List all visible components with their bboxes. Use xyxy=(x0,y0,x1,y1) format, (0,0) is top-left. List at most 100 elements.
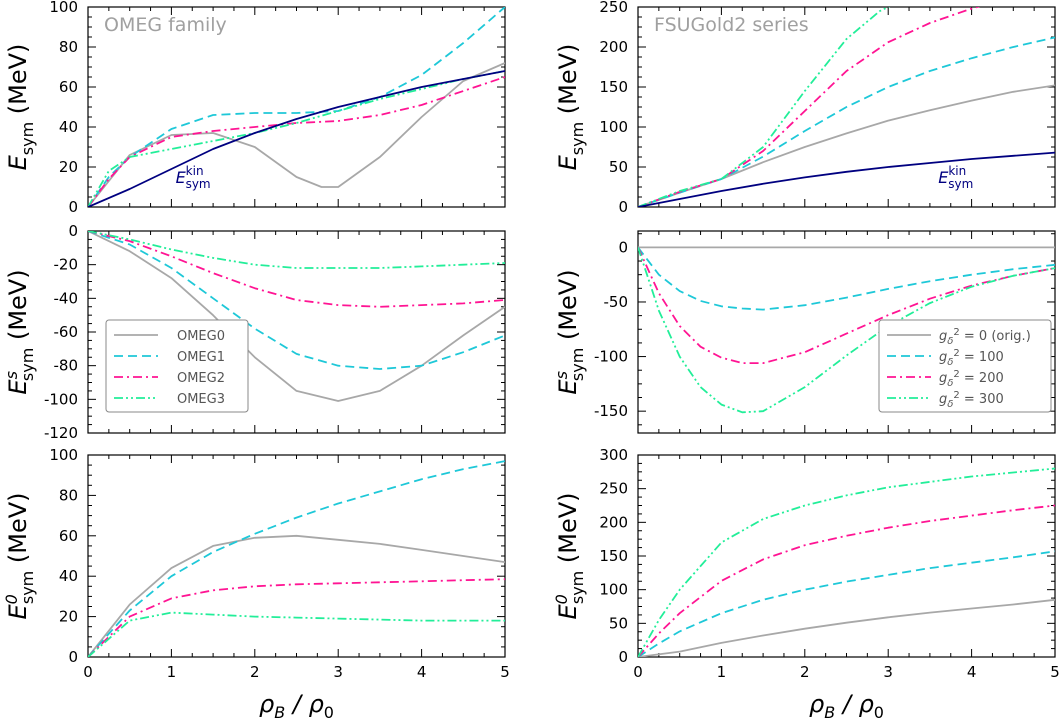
legend-delta: δ xyxy=(947,378,953,389)
x-axis-rho: ρ xyxy=(809,690,824,718)
legend-label: OMEG2 xyxy=(177,371,225,386)
y-axis-subscript: sym xyxy=(568,571,587,604)
series-OMEG3 xyxy=(88,611,505,657)
x-tick-label: 0 xyxy=(83,663,93,681)
y-axis-superscript: 0 xyxy=(2,594,21,604)
y-axis-title: Esym (MeV) xyxy=(554,44,587,171)
y-tick-label: 20 xyxy=(59,608,78,626)
y-axis-subscript: sym xyxy=(568,122,587,155)
y-tick-label: 50 xyxy=(609,158,628,176)
y-axis-symbol: E xyxy=(4,379,32,395)
x-axis-sub-0: 0 xyxy=(874,703,884,719)
series-OMEG2 xyxy=(88,76,505,207)
panel-p3: 0 50 100 150 200 250 Esym (MeV) FSUGold2 series… xyxy=(554,0,1056,216)
legend-g: g xyxy=(939,350,947,365)
series-OMEG1 xyxy=(88,231,505,370)
series-g=0 (orig.) xyxy=(638,84,1055,207)
y-axis-symbol: E xyxy=(554,604,582,620)
series-g=300 xyxy=(638,7,891,207)
x-axis-sub-b: B xyxy=(824,703,835,719)
x-tick-label: 4 xyxy=(417,663,427,681)
legend-squared: 2 xyxy=(953,369,959,380)
series-OMEG3 xyxy=(88,231,505,269)
panel-title: FSUGold2 series xyxy=(654,14,809,36)
x-tick-label: 3 xyxy=(883,663,893,681)
y-tick-label: 100 xyxy=(599,118,628,136)
y-axis-subscript: sym xyxy=(568,348,587,381)
series-OMEG3 xyxy=(88,70,505,207)
y-axis-symbol: E xyxy=(554,379,582,395)
series-group xyxy=(88,7,505,207)
y-tick-label: 0 xyxy=(618,238,628,256)
y-axis-unit: (MeV) xyxy=(554,44,582,122)
legend-label: OMEG0 xyxy=(177,329,225,344)
series-g=300 xyxy=(638,247,1055,414)
y-tick-label: 80 xyxy=(59,486,78,504)
y-tick-label: 0 xyxy=(68,198,78,216)
y-tick-label: 80 xyxy=(59,38,78,56)
y-tick-label: -100 xyxy=(594,348,628,366)
y-axis-symbol: E xyxy=(554,154,582,170)
legend-squared: 2 xyxy=(953,390,959,401)
y-axis-title: Essym (MeV) xyxy=(552,269,587,394)
y-axis-symbol: E xyxy=(4,154,32,170)
y-axis-unit: (MeV) xyxy=(4,269,32,347)
legend-value: = 200 xyxy=(960,371,1004,386)
y-tick-label: 0 xyxy=(618,648,628,666)
y-tick-label: 0 xyxy=(618,198,628,216)
x-axis-title-0: ρB / ρ0 xyxy=(259,690,334,719)
plot-frame xyxy=(87,454,506,658)
series-group xyxy=(638,246,1055,414)
series-g=100 xyxy=(638,36,1055,207)
legend-g: g xyxy=(939,329,947,344)
y-tick-label: 200 xyxy=(599,513,628,531)
y-tick-label: -80 xyxy=(54,357,79,375)
y-tick-label: -40 xyxy=(54,289,79,307)
x-axis-title-1: ρB / ρ0 xyxy=(809,690,884,719)
legend-squared: 2 xyxy=(953,348,959,359)
series-group xyxy=(88,231,505,402)
legend-box xyxy=(878,319,1052,413)
series-g=100 xyxy=(638,246,1055,311)
y-tick-label: 40 xyxy=(59,118,78,136)
y-axis-unit: (MeV) xyxy=(4,493,32,571)
annotation-symbol: E xyxy=(938,168,949,187)
series-OMEG0 xyxy=(88,62,505,207)
y-axis-symbol: E xyxy=(4,604,32,620)
legend-label: gδ2 = 100 xyxy=(939,348,1004,368)
legend-value: = 0 (orig.) xyxy=(960,329,1031,344)
legend-g: g xyxy=(939,371,947,386)
x-tick-label: 1 xyxy=(167,663,177,681)
y-axis-superscript: s xyxy=(552,371,571,379)
y-tick-label: -60 xyxy=(54,323,79,341)
series-group xyxy=(638,7,1055,207)
y-tick-label: -120 xyxy=(44,424,78,442)
series-g=300 xyxy=(638,467,1055,657)
y-axis-title: E0sym (MeV) xyxy=(2,493,37,620)
y-tick-label: 0 xyxy=(68,648,78,666)
series-g=100 xyxy=(638,550,1055,657)
series-group xyxy=(88,460,505,657)
y-axis-title: Esym (MeV) xyxy=(4,44,37,171)
legend-label: gδ2 = 200 xyxy=(939,369,1004,389)
x-tick-label: 1 xyxy=(717,663,727,681)
legend: OMEG0 OMEG1 OMEG2 OMEG3 xyxy=(105,319,249,413)
y-tick-label: 300 xyxy=(599,446,628,464)
y-axis-title: Essym (MeV) xyxy=(2,269,37,394)
x-tick-label: 5 xyxy=(1050,663,1059,681)
y-tick-label: 150 xyxy=(599,547,628,565)
x-tick-label: 0 xyxy=(633,663,643,681)
series-OMEG2 xyxy=(88,578,505,657)
x-tick-label: 2 xyxy=(250,663,260,681)
legend-label: gδ2 = 300 xyxy=(939,390,1004,410)
legend-delta: δ xyxy=(947,399,953,410)
legend-label: OMEG3 xyxy=(177,392,225,407)
y-axis-subscript: sym xyxy=(18,348,37,381)
annotation-superscript: kin xyxy=(186,164,204,178)
